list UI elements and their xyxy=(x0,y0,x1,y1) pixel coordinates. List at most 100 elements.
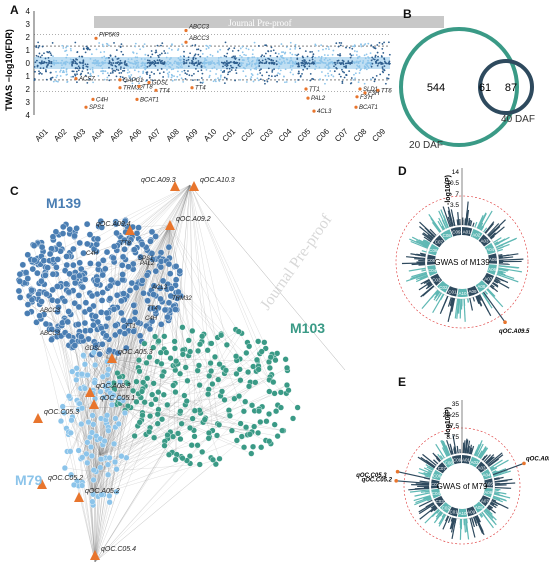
network-node-m103 xyxy=(152,333,159,340)
twas-point xyxy=(229,64,232,67)
twas-point xyxy=(78,61,81,64)
circular-peak xyxy=(439,295,449,314)
network-node-m103 xyxy=(265,410,273,418)
twas-point xyxy=(218,80,221,82)
network-node-m139 xyxy=(175,288,182,296)
network-edge xyxy=(111,367,224,393)
network-node-m103 xyxy=(216,361,223,368)
chromosome-label: A10 xyxy=(458,511,467,516)
twas-point xyxy=(92,59,95,62)
network-node-m103 xyxy=(172,456,179,463)
twas-point xyxy=(132,62,135,65)
twas-point xyxy=(329,70,332,72)
twas-point xyxy=(234,69,237,72)
circular-peak xyxy=(431,222,441,233)
network-node-m139 xyxy=(71,342,79,349)
twas-point xyxy=(226,52,229,55)
twas-point xyxy=(343,71,346,74)
circular-peak xyxy=(494,486,512,489)
twas-point xyxy=(205,48,208,50)
twas-point xyxy=(353,62,356,65)
network-node-m103 xyxy=(266,438,273,445)
twas-point xyxy=(74,60,77,63)
network-edge xyxy=(109,391,113,503)
twas-point xyxy=(363,65,366,68)
twas-point xyxy=(378,41,381,44)
twas-point xyxy=(322,48,324,51)
network-node-m139 xyxy=(80,249,87,257)
twas-point xyxy=(266,80,269,83)
network-node-m79 xyxy=(113,488,120,495)
twas-point xyxy=(45,65,48,68)
network-node-m139 xyxy=(76,239,84,247)
network-node-m139 xyxy=(42,320,50,328)
network-edge xyxy=(94,390,134,563)
circular-peak xyxy=(496,273,502,277)
twas-point xyxy=(135,66,138,69)
twas-point xyxy=(88,48,91,51)
network-node-m79 xyxy=(104,461,112,468)
twas-point xyxy=(306,67,309,70)
circular-peak xyxy=(418,502,435,513)
twas-xtick: A09 xyxy=(183,127,200,144)
twas-point xyxy=(285,81,288,83)
twas-highlight-point xyxy=(91,97,95,101)
twas-point xyxy=(222,62,225,65)
twas-point xyxy=(222,65,224,68)
network-node-m139 xyxy=(125,263,132,271)
circular-peak xyxy=(452,435,457,454)
network-node-m103 xyxy=(205,435,212,442)
twas-point xyxy=(240,62,243,64)
twas-point xyxy=(182,80,185,83)
twas-point xyxy=(264,58,267,61)
network-node-m139 xyxy=(165,260,173,268)
twas-point xyxy=(179,66,182,68)
network-node-m139 xyxy=(125,239,133,247)
network-edge xyxy=(111,388,143,393)
circular-title: GWAS of M79 xyxy=(437,482,488,491)
twas-ytick: 2 xyxy=(26,85,31,94)
twas-point xyxy=(119,62,122,64)
circular-peak xyxy=(497,271,506,276)
circular-peak xyxy=(427,234,434,240)
twas-point xyxy=(354,72,357,75)
circular-peak xyxy=(448,212,453,227)
twas-point xyxy=(188,62,191,64)
twas-ytick: 0 xyxy=(26,59,31,68)
twas-point xyxy=(360,43,362,45)
twas-point xyxy=(375,61,378,64)
twas-xtick: C04 xyxy=(277,126,294,143)
twas-point xyxy=(294,47,297,50)
network-node-m139 xyxy=(126,287,134,294)
network-node-m139 xyxy=(161,306,169,314)
twas-point xyxy=(57,62,60,65)
twas-point xyxy=(279,55,282,58)
twas-point xyxy=(372,58,375,60)
circular-peak xyxy=(419,480,430,483)
network-node-m139 xyxy=(46,250,54,258)
circular-peak xyxy=(494,242,500,246)
twas-point xyxy=(177,57,180,60)
circular-peak xyxy=(479,447,489,459)
network-node-m139 xyxy=(101,265,109,273)
circular-peak xyxy=(487,505,492,510)
chromosome-arc xyxy=(432,235,445,248)
network-node-m103 xyxy=(194,347,202,355)
circular-peak xyxy=(430,504,436,509)
network-node-m139 xyxy=(28,296,36,304)
network-node-m103 xyxy=(177,435,184,443)
network-node-m103 xyxy=(195,362,203,369)
chromosome-label: A09 xyxy=(467,509,476,514)
twas-point xyxy=(189,52,191,55)
network-node-m139 xyxy=(63,253,70,260)
twas-point xyxy=(61,44,64,47)
twas-point xyxy=(98,42,101,44)
circular-peak xyxy=(423,279,431,285)
twas-point xyxy=(377,59,379,61)
network-edge xyxy=(83,356,108,359)
twas-gene-label: F3H xyxy=(368,91,380,97)
twas-point xyxy=(339,54,342,57)
twas-point xyxy=(253,41,256,44)
network-node-m103 xyxy=(179,324,186,331)
circular-peak xyxy=(489,459,503,469)
